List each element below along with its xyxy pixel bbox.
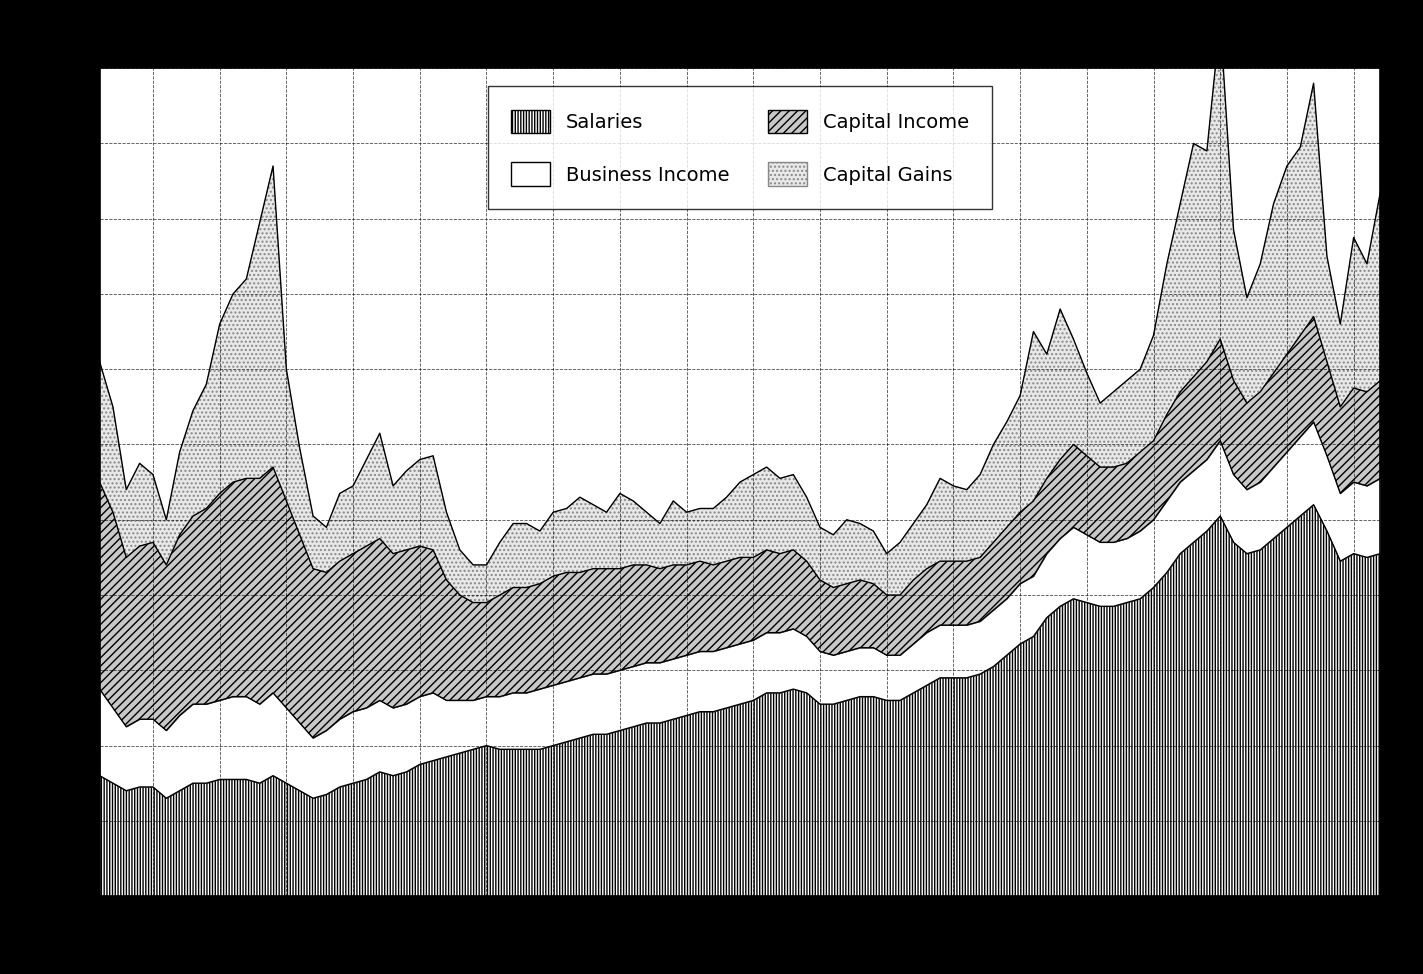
Legend: Salaries, Business Income, Capital Income, Capital Gains: Salaries, Business Income, Capital Incom…: [488, 86, 992, 209]
